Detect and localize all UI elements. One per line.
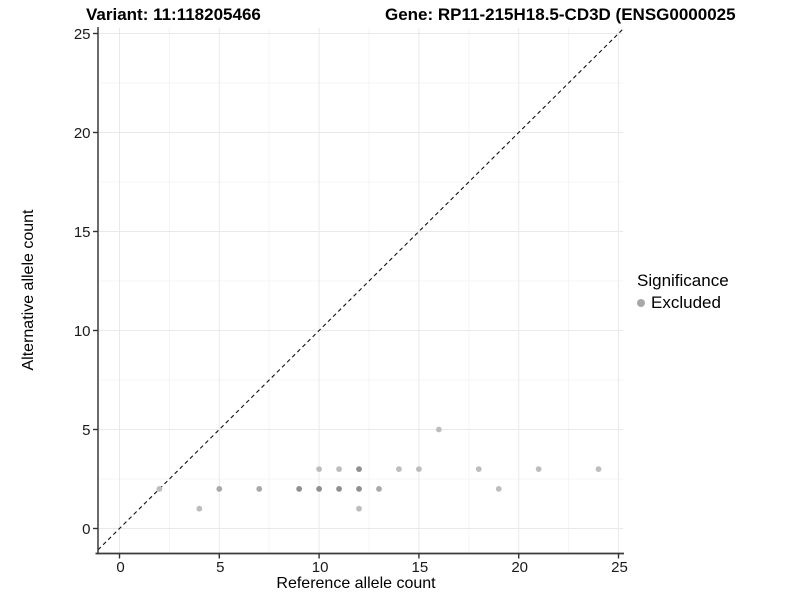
x-tick-label: 0 xyxy=(116,559,124,576)
data-point xyxy=(396,466,402,472)
data-point xyxy=(475,466,482,472)
legend-item-label: Excluded xyxy=(651,293,721,312)
data-point xyxy=(296,486,303,492)
y-tick-label: 20 xyxy=(74,125,91,142)
data-point xyxy=(336,466,342,472)
x-tick-label: 20 xyxy=(511,559,528,576)
data-point xyxy=(196,505,203,512)
data-point xyxy=(435,426,442,433)
legend-item-excluded: Excluded xyxy=(637,293,729,313)
x-tick-label: 5 xyxy=(216,559,224,576)
data-point xyxy=(356,486,362,492)
identity-diagonal-line xyxy=(97,28,624,551)
y-tick-label: 10 xyxy=(74,323,91,340)
data-point xyxy=(316,486,322,492)
legend-point-icon xyxy=(637,299,645,307)
data-point xyxy=(595,466,602,472)
y-tick-label: 25 xyxy=(74,26,91,43)
data-point xyxy=(495,486,502,492)
x-tick-label: 15 xyxy=(412,559,429,576)
legend: Significance Excluded xyxy=(637,271,729,313)
x-axis-title: Reference allele count xyxy=(276,575,436,592)
y-tick-label: 0 xyxy=(82,521,90,538)
plot-title-gene: Gene: RP11-215H18.5-CD3D (ENSG0000025 xyxy=(385,5,736,24)
legend-title: Significance xyxy=(637,271,729,290)
data-point xyxy=(416,466,422,472)
x-tick-label: 25 xyxy=(611,559,628,576)
data-point xyxy=(156,486,163,492)
data-point xyxy=(216,486,223,492)
y-tick-label: 5 xyxy=(82,422,90,439)
data-point xyxy=(316,466,322,472)
data-point xyxy=(376,486,382,492)
data-point xyxy=(356,466,362,472)
data-point xyxy=(336,486,342,492)
data-point xyxy=(356,505,362,512)
data-point xyxy=(535,466,542,472)
y-tick-label: 15 xyxy=(74,224,91,241)
x-tick-label: 10 xyxy=(312,559,329,576)
plot-title-variant: Variant: 11:118205466 xyxy=(86,5,261,24)
data-point xyxy=(256,486,263,492)
